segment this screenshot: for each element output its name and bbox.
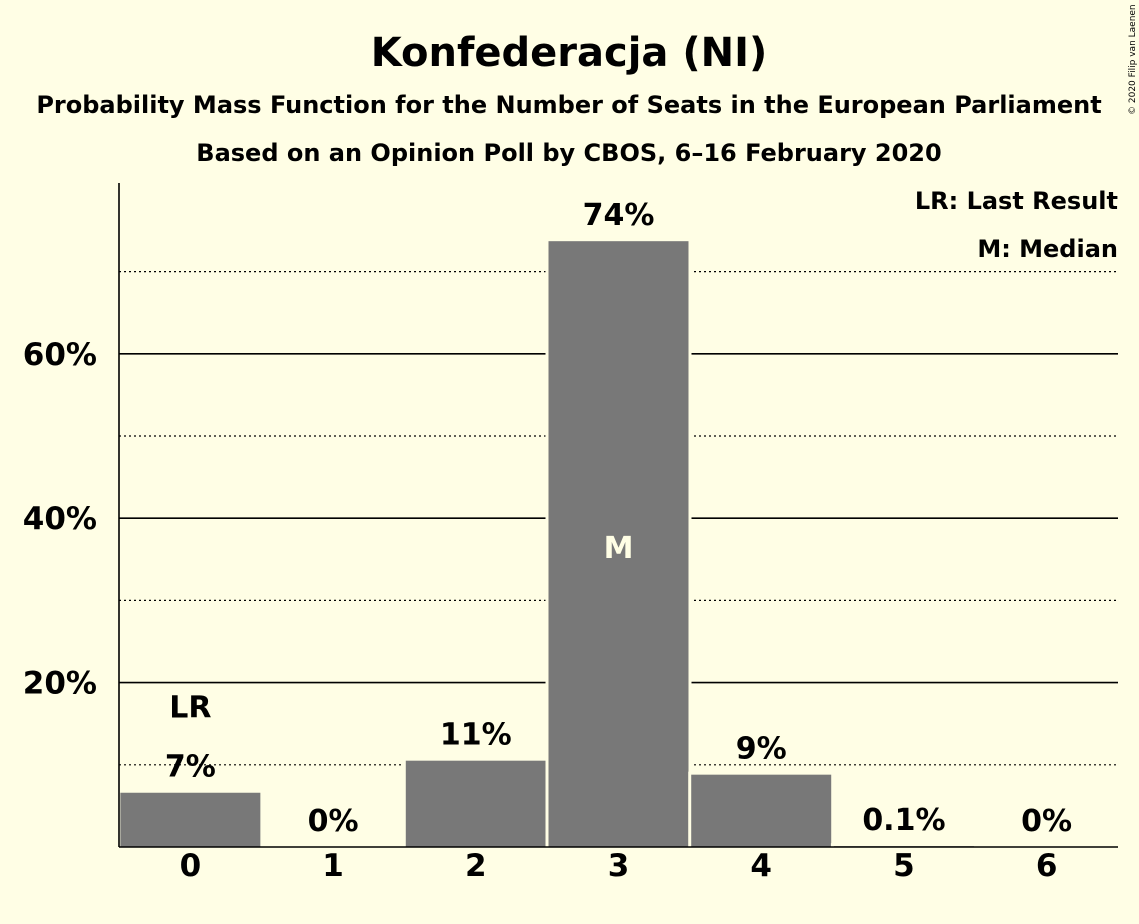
x-tick-label: 6 <box>1036 848 1058 884</box>
bar-value-label: 0% <box>1021 804 1072 839</box>
chart-subtitle: Probability Mass Function for the Number… <box>36 91 1101 119</box>
bar <box>120 792 261 847</box>
y-tick-label: 20% <box>23 666 97 702</box>
last-result-marker: LR <box>169 691 211 726</box>
bar-value-label: 11% <box>440 718 512 753</box>
bar-value-label: 0.1% <box>862 803 945 838</box>
legend-last-result: LR: Last Result <box>915 187 1118 215</box>
bar-value-label: 0% <box>308 804 359 839</box>
x-tick-label: 3 <box>608 848 630 884</box>
bars <box>117 238 977 847</box>
bar-halo <box>830 843 977 847</box>
legend: LR: Last Result M: Median <box>915 187 1118 263</box>
chart-title: Konfederacja (NI) <box>371 30 768 76</box>
axes: 20% 40% 60% 0 1 2 3 4 5 6 <box>23 183 1118 884</box>
x-tick-label: 1 <box>322 848 344 884</box>
bar-value-label: 7% <box>165 750 216 785</box>
bar-value-label: 74% <box>583 198 655 233</box>
x-tick-label: 5 <box>893 848 915 884</box>
legend-median: M: Median <box>977 235 1118 263</box>
y-tick-label: 60% <box>23 337 97 373</box>
x-tick-label: 0 <box>180 848 202 884</box>
x-tick-label: 4 <box>750 848 772 884</box>
bar <box>548 241 689 847</box>
bar <box>691 774 832 847</box>
median-marker: M <box>604 531 634 566</box>
bar-value-label: 9% <box>736 732 787 767</box>
copyright-notice: © 2020 Filip van Laenen <box>1128 4 1138 115</box>
bar <box>405 760 546 847</box>
grid-lines <box>119 271 1118 766</box>
x-tick-label: 2 <box>465 848 487 884</box>
data-labels: 7% LR 0% 11% 74% M 9% 0.1% 0% <box>165 198 1072 839</box>
y-tick-label: 40% <box>23 501 97 537</box>
chart-subtitle-source: Based on an Opinion Poll by CBOS, 6–16 F… <box>196 139 941 167</box>
